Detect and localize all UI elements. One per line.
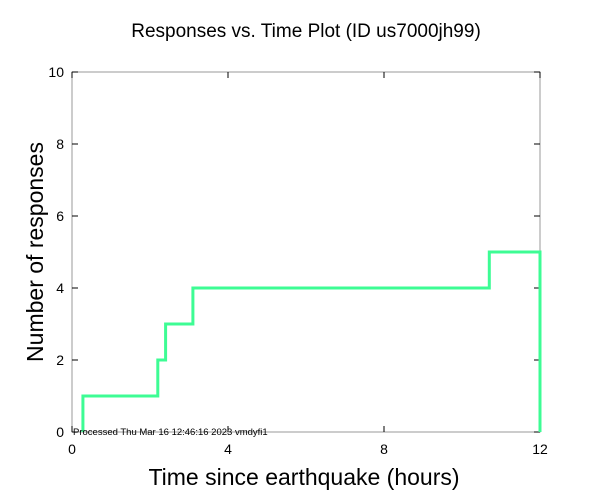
x-axis-label: Time since earthquake (hours) (148, 464, 459, 490)
plot-frame (71, 71, 541, 433)
annotation-text: Processed Thu Mar 16 12:46:16 2023 vmdyf… (73, 427, 268, 438)
y-tick-label: 4 (56, 280, 64, 296)
y-tick-label: 10 (48, 64, 64, 80)
x-tick-label: 12 (532, 441, 548, 457)
y-tick-label: 6 (56, 208, 64, 224)
y-axis-label: Number of responses (22, 142, 48, 362)
chart-title: Responses vs. Time Plot (ID us7000jh99) (131, 21, 481, 42)
x-tick-label: 0 (68, 441, 76, 457)
y-tick-label: 2 (56, 352, 64, 368)
x-tick-label: 8 (380, 441, 388, 457)
series-line-responses (81, 250, 542, 432)
y-tick-label: 0 (56, 424, 64, 440)
x-tick-label: 4 (224, 441, 232, 457)
y-tick-label: 8 (56, 136, 64, 152)
